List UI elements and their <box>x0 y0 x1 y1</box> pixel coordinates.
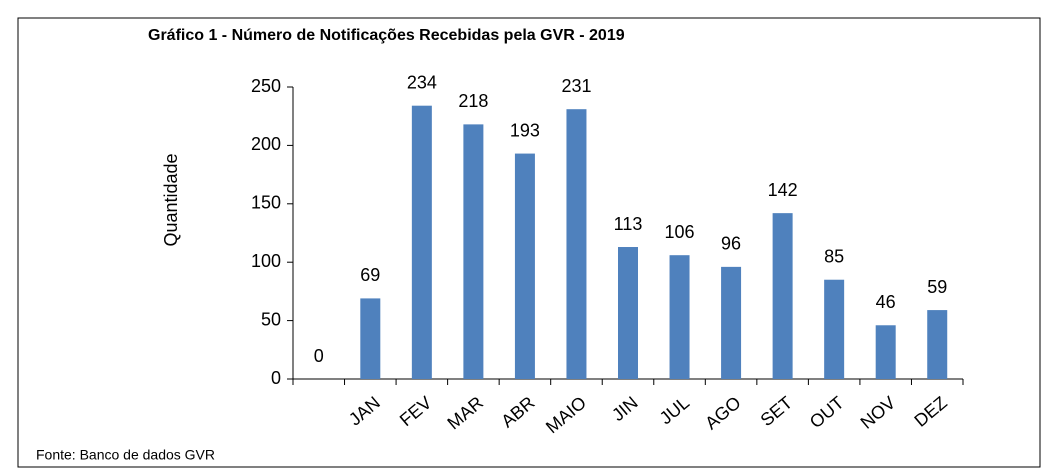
bar <box>721 266 742 379</box>
value-label: 46 <box>876 292 896 312</box>
y-tick-label: 250 <box>251 76 281 96</box>
value-label: 142 <box>768 180 798 200</box>
y-tick-label: 50 <box>261 309 281 329</box>
bar <box>360 298 381 379</box>
value-label: 113 <box>614 214 643 234</box>
chart-title: Gráfico 1 - Número de Notificações Receb… <box>148 27 625 44</box>
y-tick-label: 0 <box>271 368 281 388</box>
value-label: 218 <box>458 91 488 111</box>
bar <box>824 279 845 379</box>
bar <box>927 310 948 379</box>
y-tick-label: 150 <box>251 193 281 213</box>
value-label: 193 <box>510 120 540 140</box>
value-label: 234 <box>407 72 437 92</box>
bar <box>566 109 587 379</box>
bar <box>411 105 432 380</box>
value-label: 231 <box>561 76 591 96</box>
bar <box>463 124 484 379</box>
bar <box>514 153 535 379</box>
y-axis-label: Quantidade <box>161 153 181 246</box>
y-tick-label: 100 <box>251 251 281 271</box>
value-label: 59 <box>927 277 947 297</box>
bar <box>669 255 690 379</box>
y-tick-label: 200 <box>251 134 281 154</box>
value-label: 69 <box>360 265 380 285</box>
value-label: 106 <box>665 222 695 242</box>
bar <box>618 247 638 379</box>
bar <box>772 213 793 379</box>
source: Fonte: Banco de dados GVR <box>36 447 215 463</box>
value-label: 0 <box>314 346 324 366</box>
value-label: 85 <box>824 246 844 266</box>
bar <box>875 325 896 379</box>
value-label: 96 <box>721 234 741 254</box>
